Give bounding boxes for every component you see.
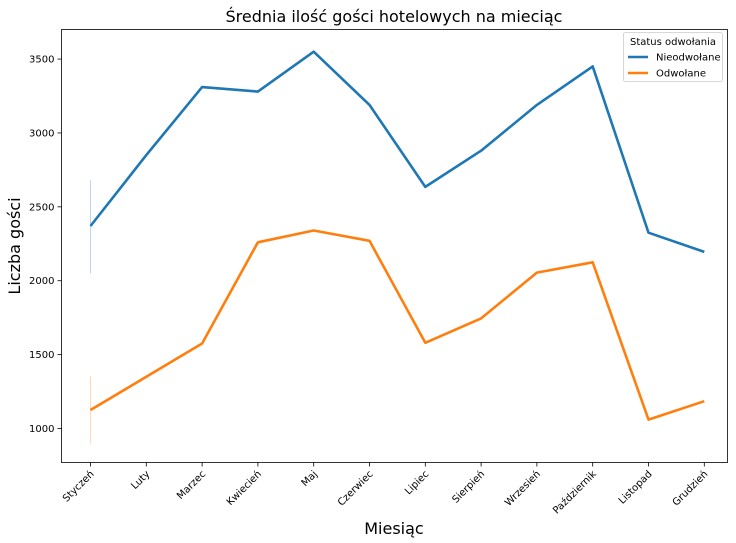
data-point-nieodwolane-kwiecien <box>257 90 260 93</box>
data-point-odwolane-kwiecien <box>257 241 260 244</box>
legend-title: Status odwołania <box>630 37 716 48</box>
data-point-odwolane-sierpien <box>480 317 483 320</box>
data-point-nieodwolane-grudzien <box>703 251 706 254</box>
series-lines <box>89 50 705 421</box>
data-point-nieodwolane-lipiec <box>424 186 427 189</box>
y-tick-label-1500: 1500 <box>29 350 54 361</box>
x-tick-label-listopad: Listopad <box>617 469 655 507</box>
x-tick-label-grudzien: Grudzień <box>670 468 710 508</box>
legend: Status odwołania Nieodwołane Odwołane <box>623 32 723 82</box>
data-point-odwolane-maj <box>312 229 315 232</box>
x-tick-label-marzec: Marzec <box>175 469 208 502</box>
data-point-nieodwolane-listopad <box>647 231 650 234</box>
plot-area <box>61 29 728 463</box>
x-tick-label-pazdziernik: Październik <box>551 468 599 516</box>
x-tick-label-styczen: Styczeń <box>60 468 96 504</box>
legend-box <box>623 32 723 82</box>
data-point-nieodwolane-pazdziernik <box>591 65 594 68</box>
x-axis: Styczeń Luty Marzec Kwiecień Maj Czerwiec Lipi… <box>60 462 710 516</box>
x-tick-label-wrzesien: Wrzesień <box>502 468 543 509</box>
y-axis: 1000 1500 2000 2500 3000 3500 <box>29 55 62 435</box>
data-point-odwolane-styczen <box>89 409 92 412</box>
y-tick-label-3000: 3000 <box>29 128 54 139</box>
series-line-nieodwolane <box>89 50 705 254</box>
legend-label-odwolane: Odwołane <box>656 69 706 80</box>
y-tick-label-2000: 2000 <box>29 276 54 287</box>
data-point-odwolane-grudzien <box>703 400 706 403</box>
chart-title: Średnia ilość gości hotelowych na miecią… <box>226 7 563 26</box>
data-point-nieodwolane-sierpien <box>480 149 483 152</box>
data-point-nieodwolane-luty <box>145 154 148 157</box>
x-tick-label-sierpien: Sierpień <box>450 468 487 505</box>
data-point-odwolane-listopad <box>647 418 650 421</box>
data-point-odwolane-wrzesien <box>536 271 539 274</box>
series-line-odwolane <box>89 229 705 421</box>
data-point-odwolane-czerwiec <box>368 240 371 243</box>
legend-label-nieodwolane: Nieodwołane <box>656 53 721 64</box>
x-axis-label: Miesiąc <box>364 519 423 538</box>
data-point-nieodwolane-marzec <box>201 86 204 89</box>
data-point-nieodwolane-wrzesien <box>536 104 539 107</box>
data-point-odwolane-luty <box>145 375 148 378</box>
y-axis-label: Liczba gości <box>5 197 24 294</box>
x-tick-label-maj: Maj <box>300 469 320 489</box>
x-tick-label-lipiec: Lipiec <box>403 469 431 497</box>
y-tick-label-1000: 1000 <box>29 424 54 435</box>
x-tick-label-kwiecien: Kwiecień <box>224 468 264 508</box>
data-point-odwolane-marzec <box>201 342 204 345</box>
y-tick-label-3500: 3500 <box>29 55 54 66</box>
data-point-nieodwolane-maj <box>312 50 315 53</box>
x-tick-label-czerwiec: Czerwiec <box>336 469 376 509</box>
y-tick-label-2500: 2500 <box>29 202 54 213</box>
data-point-nieodwolane-czerwiec <box>368 104 371 107</box>
data-point-odwolane-lipiec <box>424 341 427 344</box>
data-point-nieodwolane-styczen <box>89 225 92 228</box>
x-tick-label-luty: Luty <box>129 469 152 492</box>
data-point-odwolane-pazdziernik <box>591 261 594 264</box>
